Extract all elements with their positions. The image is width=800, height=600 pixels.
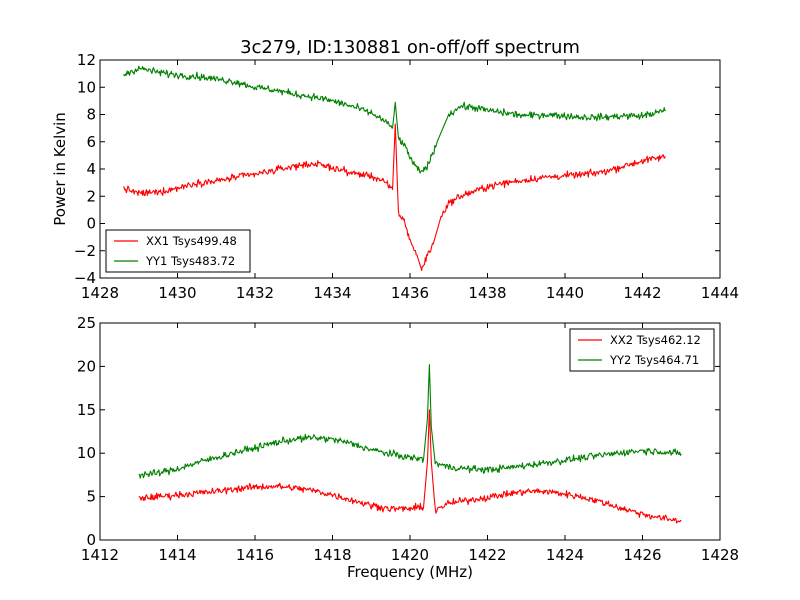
legend-label: YY2 Tsys464.71	[609, 353, 699, 367]
bottom-spectrum-plot: 1412 1414 1416 1418 1420 1422 1424 1426 1428 0 5 10…	[77, 314, 739, 564]
x-tick-label: 1444	[701, 284, 739, 302]
x-tick-label: 1424	[546, 546, 584, 564]
legend-box	[105, 229, 251, 273]
y-tick-label: 12	[77, 51, 96, 69]
x-tick-label: 1442	[623, 284, 661, 302]
y-tick-label: 0	[86, 531, 96, 549]
y-tick-label: 4	[86, 160, 96, 178]
legend-label: YY1 Tsys483.72	[145, 254, 235, 268]
x-tick-label: 1426	[623, 546, 661, 564]
x-tick-label: 1440	[546, 284, 584, 302]
figure-title: 3c279, ID:130881 on-off/off spectrum	[240, 37, 580, 58]
x-tick-label: 1438	[468, 284, 506, 302]
y-tick-label: 20	[77, 357, 96, 375]
y-tick-label: 6	[86, 133, 96, 151]
y-tick-label: 10	[77, 444, 96, 462]
x-tick-label: 1418	[313, 546, 351, 564]
x-tick-label: 1422	[468, 546, 506, 564]
x-tick-label: 1434	[313, 284, 351, 302]
x-axis-label: Frequency (MHz)	[347, 563, 473, 581]
legend-label: XX2 Tsys462.12	[610, 333, 701, 347]
y-tick-label: 10	[77, 78, 96, 96]
y-tick-label: −2	[74, 242, 96, 260]
y-tick-label: −4	[74, 269, 96, 287]
x-tick-label: 1414	[158, 546, 196, 564]
legend: XX2 Tsys462.12 YY2 Tsys464.71	[569, 328, 715, 372]
x-tick-label: 1436	[391, 284, 429, 302]
x-tick-label: 1416	[236, 546, 274, 564]
y-axis-label: Power in Kelvin	[51, 112, 69, 226]
x-tick-label: 1432	[236, 284, 274, 302]
series-line-1-1	[138, 364, 682, 479]
y-tick-label: 5	[86, 488, 96, 506]
legend-box	[569, 328, 715, 372]
legend-label: XX1 Tsys499.48	[146, 234, 237, 248]
y-tick-label: 2	[86, 187, 96, 205]
x-tick-label: 1428	[81, 284, 119, 302]
x-tick-label: 1428	[701, 546, 739, 564]
x-tick-label: 1420	[391, 546, 429, 564]
series-line-1-0	[138, 409, 682, 524]
y-tick-label: 15	[77, 401, 96, 419]
y-tick-label: 25	[77, 314, 96, 332]
series-line-0-1	[123, 65, 666, 174]
top-spectrum-plot: 1428 1430 1432 1434 1436 1438 1440 1442 1444 −4 −2…	[74, 51, 739, 302]
legend: XX1 Tsys499.48 YY1 Tsys483.72	[105, 229, 251, 273]
x-tick-label: 1430	[158, 284, 196, 302]
y-tick-label: 0	[86, 215, 96, 233]
y-tick-label: 8	[86, 106, 96, 124]
x-tick-label: 1412	[81, 546, 119, 564]
series-line-0-0	[123, 123, 666, 271]
